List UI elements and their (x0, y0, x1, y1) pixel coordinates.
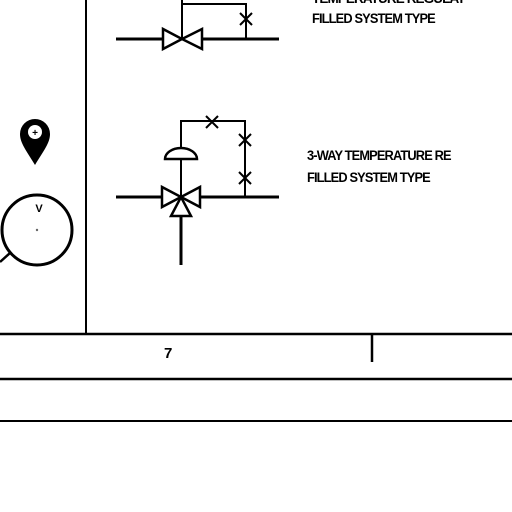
capillary-x-mark-1 (205, 115, 219, 129)
location-pin-icon: + (20, 119, 50, 165)
label-top-line-2: FILLED SYSTEM TYPE (312, 11, 436, 26)
capillary-x-mark-2 (238, 133, 252, 147)
two-way-valve-symbol (116, 0, 279, 52)
valve-body-left (161, 26, 185, 52)
three-way-valve-symbol (116, 115, 279, 265)
label-mid-line-1: 3-WAY TEMPERATURE RE (307, 148, 452, 163)
valve-body-right (178, 184, 202, 210)
label-mid-line-2: FILLED SYSTEM TYPE (307, 170, 431, 185)
valve-body-bottom (168, 194, 194, 218)
gauge-center-dot (35, 228, 39, 232)
gauge-lead-line (0, 252, 11, 263)
valve-body-right (179, 26, 204, 52)
label-top-line-1: TEMPERATURE REGULAT (312, 0, 466, 6)
capillary-line (182, 3, 247, 39)
gauge-symbol: V (0, 193, 74, 267)
capillary-x-mark-3 (238, 171, 252, 185)
actuator-dome (163, 146, 199, 161)
location-pin-glyph: + (32, 128, 38, 139)
gauge-letter: V (35, 203, 43, 215)
capillary-x-mark (239, 12, 253, 26)
title-block-column-number: 7 (164, 345, 173, 362)
valve-body-left (160, 184, 184, 210)
